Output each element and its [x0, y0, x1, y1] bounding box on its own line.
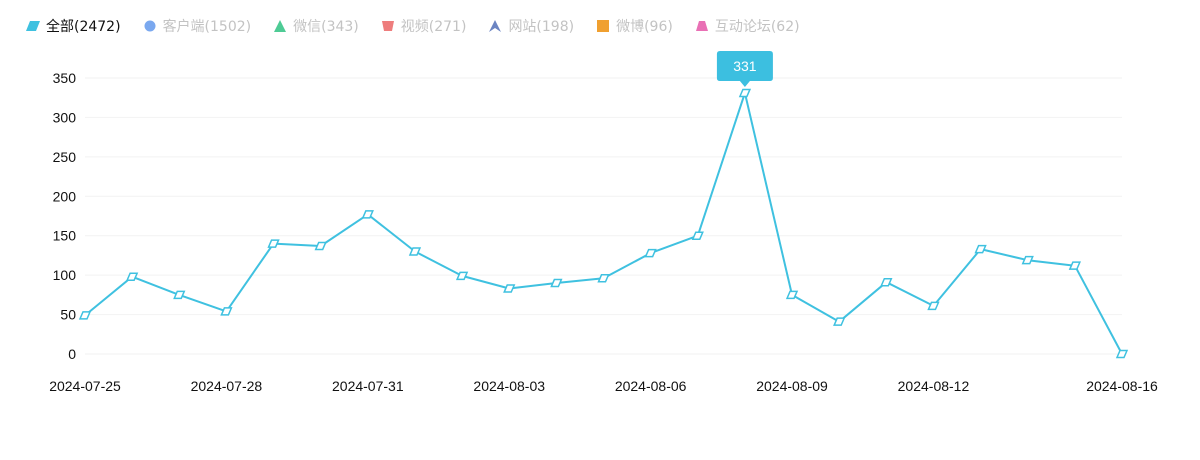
- data-point[interactable]: [550, 278, 563, 288]
- legend-label: 微博(96): [616, 19, 673, 35]
- data-point[interactable]: [503, 284, 516, 293]
- grid-lines: [85, 77, 1122, 355]
- circle-icon: [143, 19, 157, 33]
- data-point[interactable]: [267, 239, 280, 248]
- legend-label: 网站(198): [508, 19, 575, 35]
- data-point[interactable]: [314, 241, 327, 251]
- x-tick-label: 2024-07-28: [191, 378, 263, 394]
- legend-label: 全部(2472): [46, 19, 121, 35]
- data-point[interactable]: [361, 210, 374, 219]
- data-point[interactable]: [597, 274, 610, 283]
- data-point[interactable]: [1021, 255, 1034, 265]
- legend-item-3[interactable]: 视频(271): [381, 16, 467, 36]
- legend-label: 互动论坛(62): [714, 19, 800, 35]
- x-tick-label: 2024-08-09: [756, 378, 828, 394]
- series-all: [78, 88, 1129, 359]
- shield-icon: [381, 19, 395, 33]
- data-point[interactable]: [1115, 349, 1129, 359]
- data-point[interactable]: [785, 290, 799, 300]
- legend-item-0[interactable]: 全部(2472): [26, 16, 121, 36]
- y-tick-label: 50: [60, 307, 76, 323]
- x-tick-label: 2024-07-25: [49, 378, 121, 394]
- legend-item-6[interactable]: 互动论坛(62): [695, 16, 800, 36]
- data-point[interactable]: [78, 311, 92, 320]
- y-tick-label: 150: [53, 228, 77, 244]
- legend-label: 客户端(1502): [162, 19, 252, 35]
- legend-item-1[interactable]: 客户端(1502): [143, 16, 252, 36]
- data-point[interactable]: [927, 301, 940, 311]
- data-point[interactable]: [880, 277, 893, 287]
- x-axis: 2024-07-25 2024-07-28 2024-07-31 2024-08-03…: [49, 378, 1158, 394]
- x-tick-label: 2024-08-03: [473, 378, 545, 394]
- y-tick-label: 100: [53, 267, 77, 283]
- y-tick-label: 200: [53, 188, 77, 204]
- y-tick-label: 250: [53, 149, 77, 165]
- y-tick-label: 350: [53, 70, 77, 86]
- x-tick-label: 2024-08-06: [615, 378, 687, 394]
- legend-label: 微信(343): [293, 19, 359, 35]
- square-icon: [596, 19, 610, 33]
- triangle-icon: [273, 19, 287, 33]
- legend-item-5[interactable]: 微博(96): [596, 16, 673, 36]
- chart-legend: 全部(2472) 客户端(1502) 微信(343) 视频(271) 网站(198) 微博…: [26, 15, 800, 37]
- x-tick-label: 2024-08-12: [898, 378, 970, 394]
- data-point[interactable]: [833, 317, 846, 326]
- legend-item-4[interactable]: 网站(198): [488, 16, 574, 36]
- parallelogram-icon: [26, 19, 40, 33]
- data-point[interactable]: [974, 244, 987, 254]
- data-point[interactable]: [455, 271, 469, 281]
- legend-label: 视频(271): [400, 19, 467, 35]
- y-tick-label: 0: [68, 346, 76, 362]
- trapezoid-icon: [695, 19, 709, 33]
- arrow-icon: [488, 19, 502, 33]
- x-tick-label: 2024-08-16: [1086, 378, 1158, 394]
- tooltip-box: [716, 50, 773, 87]
- data-point[interactable]: [738, 88, 752, 98]
- y-tick-label: 300: [53, 109, 77, 125]
- x-tick-label: 2024-07-31: [332, 378, 404, 394]
- data-point[interactable]: [220, 307, 233, 316]
- y-axis: 0 50 100 150 200 250 300 350: [53, 70, 77, 362]
- data-point[interactable]: [1068, 261, 1081, 270]
- data-tooltip: 331: [716, 50, 773, 87]
- legend-item-2[interactable]: 微信(343): [273, 16, 359, 36]
- tooltip-value: 331: [733, 58, 757, 74]
- data-point[interactable]: [173, 290, 186, 300]
- data-point[interactable]: [125, 272, 139, 281]
- data-point[interactable]: [408, 247, 422, 256]
- data-point[interactable]: [644, 248, 657, 258]
- data-point[interactable]: [691, 231, 704, 240]
